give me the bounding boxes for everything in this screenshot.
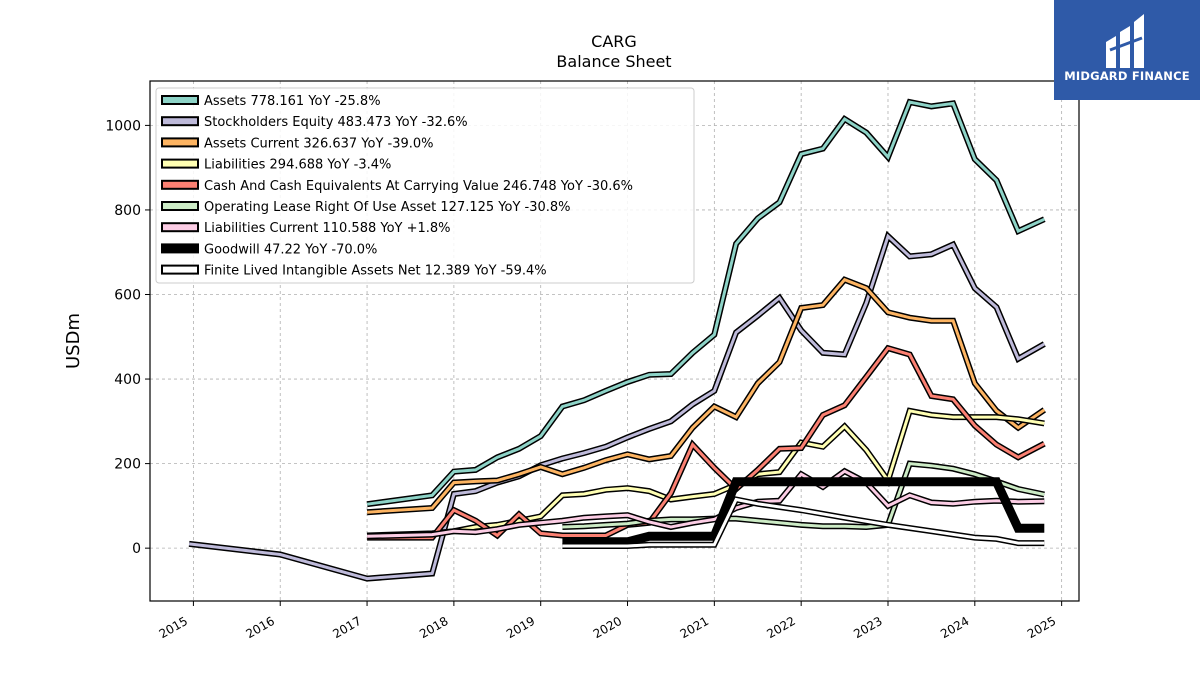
legend-swatch	[161, 95, 199, 105]
legend-swatch	[161, 158, 199, 169]
legend-label: Stockholders Equity 483.473 YoY -32.6%	[204, 115, 468, 130]
legend-label: Finite Lived Intangible Assets Net 12.38…	[204, 264, 547, 279]
y-tick-label: 200	[114, 457, 141, 473]
y-tick-label: 1000	[105, 118, 141, 134]
y-tick-label: 400	[114, 372, 141, 388]
logo-text: MIDGARD FINANCE	[1064, 69, 1190, 83]
legend-label: Goodwill 47.22 YoY -70.0%	[204, 242, 377, 257]
x-tick-label: 2018	[417, 614, 450, 641]
y-tick-label: 800	[114, 203, 141, 219]
legend-swatch	[161, 264, 199, 275]
legend-entry: Assets 778.161 YoY -25.8%	[161, 94, 381, 109]
legend-swatch	[161, 243, 199, 254]
series-outline-cash-and-cash-equivalents-at-carrying-value	[367, 344, 1046, 541]
legend-entry: Assets Current 326.637 YoY -39.0%	[161, 136, 434, 151]
x-tick-label: 2025	[1025, 614, 1058, 641]
x-tick-label: 2021	[678, 614, 711, 641]
chart-subtitle: Balance Sheet	[556, 52, 671, 71]
series-line-assets	[366, 100, 1045, 506]
legend-label: Assets 778.161 YoY -25.8%	[204, 94, 381, 109]
legend: Assets 778.161 YoY -25.8% Stockholders Eq…	[155, 87, 695, 284]
series-line-finite-lived-intangible-assets-net	[562, 497, 1045, 548]
legend-label: Cash And Cash Equivalents At Carrying Va…	[204, 179, 633, 194]
x-tick-label: 2016	[244, 614, 277, 641]
y-tick-label: 600	[114, 287, 141, 303]
x-tick-label: 2020	[591, 614, 624, 641]
legend-swatch	[161, 137, 199, 148]
plot-frame	[149, 80, 1080, 602]
legend-entry: Finite Lived Intangible Assets Net 12.38…	[161, 264, 547, 279]
x-tick-label: 2023	[851, 614, 884, 641]
legend-label: Liabilities Current 110.588 YoY +1.8%	[204, 221, 451, 236]
legend-label: Operating Lease Right Of Use Asset 127.1…	[204, 200, 571, 215]
legend-label: Assets Current 326.637 YoY -39.0%	[204, 136, 434, 151]
legend-entry: Stockholders Equity 483.473 YoY -32.6%	[161, 115, 468, 130]
x-tick-label: 2017	[330, 614, 363, 641]
legend-entry: Cash And Cash Equivalents At Carrying Va…	[161, 179, 633, 194]
y-tick-label: 0	[132, 541, 141, 557]
legend-entry: Liabilities Current 110.588 YoY +1.8%	[161, 221, 451, 236]
x-tick-label: 2015	[157, 614, 190, 641]
series-line-cash-and-cash-equivalents-at-carrying-value	[367, 346, 1045, 540]
x-tick-label: 2022	[764, 614, 797, 641]
y-axis-label: USDm	[63, 313, 84, 369]
legend-entry: Operating Lease Right Of Use Asset 127.1…	[161, 200, 571, 215]
series-line-stockholders-equity	[188, 233, 1046, 581]
x-tick-label: 2019	[504, 614, 537, 641]
legend-label: Liabilities 294.688 YoY -3.4%	[204, 158, 391, 173]
x-tick-label: 2024	[938, 614, 971, 641]
chart-title: CARG	[591, 32, 637, 51]
series-lines	[188, 98, 1046, 582]
logo-mark-icon	[1106, 14, 1144, 68]
legend-swatch	[161, 179, 199, 190]
legend-box	[155, 87, 695, 284]
legend-swatch	[161, 201, 199, 211]
series-line-assets-current	[367, 277, 1046, 514]
brand-logo: MIDGARD FINANCE	[1054, 0, 1200, 100]
legend-swatch	[161, 116, 199, 127]
legend-entry: Liabilities 294.688 YoY -3.4%	[161, 158, 391, 173]
series-line-goodwill	[562, 477, 1045, 547]
legend-swatch	[161, 222, 199, 233]
legend-entry: Goodwill 47.22 YoY -70.0%	[161, 242, 377, 257]
